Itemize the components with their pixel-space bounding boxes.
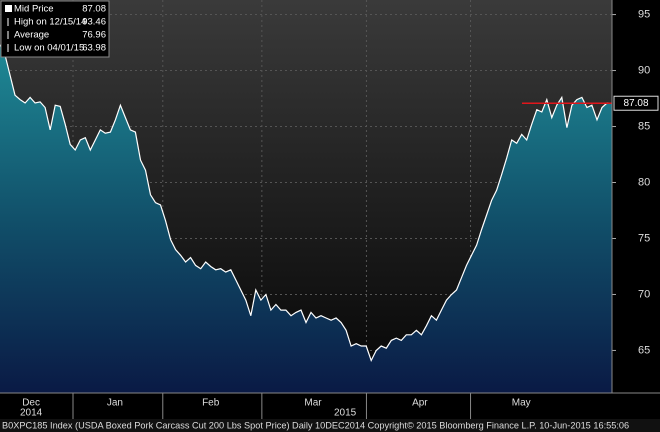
y-tick-label: 95 — [638, 8, 650, 20]
legend-value: 63.98 — [82, 43, 106, 54]
price-line — [0, 44, 613, 363]
area — [0, 44, 612, 394]
legend-name: Low on 04/01/15 — [14, 43, 84, 54]
legend-value: 93.46 — [82, 17, 106, 28]
x-tick-label: Dec — [22, 398, 40, 409]
x-tick-label: Mar — [304, 398, 322, 409]
legend-icon — [5, 5, 12, 12]
legend-value: 87.08 — [82, 4, 106, 15]
legend-name: High on 12/15/14 — [14, 17, 86, 28]
legend-name: Mid Price — [14, 4, 54, 15]
legend-name: Average — [14, 30, 49, 41]
x-tick-label: Apr — [412, 398, 428, 409]
x-tick-label: Feb — [202, 398, 220, 409]
y-tick-label: 75 — [638, 232, 650, 244]
y-tick-label: 70 — [638, 288, 650, 300]
last-price-label: 87.08 — [623, 98, 648, 109]
footer: B0XPC185 Index (USDA Boxed Pork Carcass … — [2, 420, 629, 430]
x-year-label: 2014 — [20, 408, 43, 419]
x-year-label: 2015 — [334, 408, 357, 419]
footer-background — [0, 419, 660, 432]
y-tick-label: 65 — [638, 344, 650, 356]
y-tick-label: 90 — [638, 64, 650, 76]
x-tick-label: May — [512, 398, 531, 409]
legend-box — [0, 0, 110, 58]
y-tick-label: 80 — [638, 176, 650, 188]
x-tick-label: Jan — [107, 398, 123, 409]
legend-value: 76.96 — [82, 30, 106, 41]
last-price-tag — [613, 95, 659, 111]
y-tick-label: 85 — [638, 120, 650, 132]
